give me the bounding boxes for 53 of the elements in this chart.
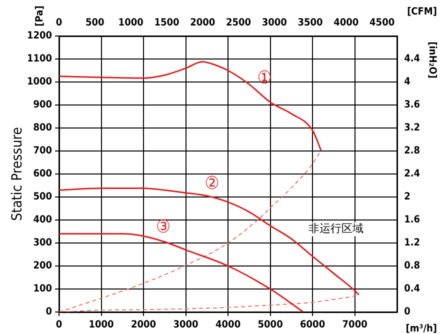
x2-tick-label: 2000: [190, 18, 216, 29]
x2-tick-label: 1500: [154, 18, 180, 29]
line-series: [59, 61, 322, 152]
x2-tick-label: 4000: [334, 18, 359, 29]
y2-tick-label: 4: [404, 76, 410, 88]
x-tick-label: 5000: [258, 320, 283, 331]
x-tick-label: 1000: [88, 320, 114, 331]
x2-tick-label: 500: [86, 18, 104, 29]
y2-tick-label: 3.6: [404, 100, 420, 111]
y-tick-label: 900: [33, 100, 52, 111]
y-tick-label: 400: [33, 214, 52, 226]
y-tick-label: 100: [33, 284, 52, 295]
x2-tick-label: 0: [56, 18, 62, 29]
x-tick-label: 7000: [342, 320, 368, 331]
line-series: [59, 233, 304, 312]
x-tick-label: 0: [56, 320, 62, 331]
y-tick-label: 1000: [26, 76, 52, 88]
y-axis-title: Static Pressure: [10, 126, 26, 221]
y-tick-label: 800: [33, 122, 52, 134]
y-tick-label: 300: [33, 238, 52, 249]
y2-tick-label: 2: [404, 192, 410, 203]
y2-tick-label: 1.2: [404, 238, 420, 249]
y2-tick-label: 0.8: [404, 260, 420, 272]
y2-axis-title: [inH₂O]: [426, 42, 438, 78]
y2-tick-label: 0: [404, 306, 410, 318]
x2-tick-label: 3000: [262, 18, 287, 29]
x2-axis-title: [CFM]: [407, 6, 437, 18]
annotation: 非运行区域: [308, 222, 364, 236]
y-tick-label: 600: [33, 168, 52, 180]
series-label: ③: [156, 216, 171, 238]
y2-tick-label: 3.2: [404, 122, 420, 134]
y-tick-label: 1200: [26, 30, 52, 42]
x-tick-label: 2000: [131, 320, 156, 331]
x2-tick-label: 2500: [226, 18, 252, 29]
x-tick-label: 4000: [216, 320, 241, 331]
x-tick-label: 3000: [173, 320, 198, 331]
series-label: ②: [204, 172, 220, 194]
y2-tick-label: 1.6: [404, 214, 420, 226]
y-tick-label: 200: [33, 260, 52, 272]
y-tick-label: 500: [33, 192, 52, 203]
y-tick-label: 700: [33, 146, 52, 157]
x-axis-title: [m³/h]: [406, 324, 437, 334]
x2-tick-label: 3500: [298, 18, 323, 29]
text: [Pa]: [34, 6, 46, 26]
y2-tick-label: 0.4: [404, 284, 420, 295]
y2-tick-label: 2.4: [404, 168, 420, 180]
y-tick-label: 1100: [26, 54, 52, 65]
y2-tick-label: 4.4: [404, 54, 420, 65]
y2-tick-label: 2.8: [404, 146, 420, 157]
x2-tick-label: 4500: [370, 18, 395, 29]
x2-tick-label: 1000: [118, 18, 144, 29]
x-tick-label: 6000: [300, 320, 326, 331]
y-tick-label: 0: [46, 306, 52, 318]
